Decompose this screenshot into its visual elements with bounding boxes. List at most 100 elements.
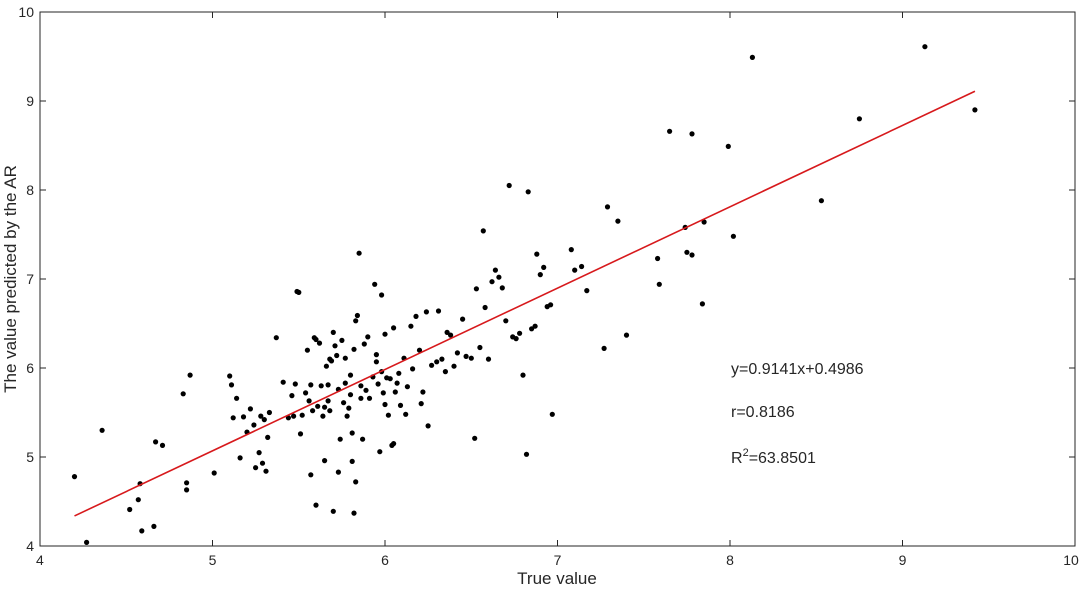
data-point bbox=[99, 427, 105, 433]
y-tick-label: 8 bbox=[26, 182, 34, 198]
data-point bbox=[258, 413, 264, 419]
data-point bbox=[404, 384, 410, 390]
data-point bbox=[256, 450, 262, 456]
data-point bbox=[387, 376, 393, 382]
r-squared: R2=63.8501 bbox=[731, 447, 816, 467]
data-point bbox=[623, 332, 630, 338]
x-tick-label: 4 bbox=[36, 552, 44, 568]
data-point bbox=[701, 219, 707, 225]
data-point bbox=[418, 401, 424, 407]
data-point bbox=[584, 288, 590, 294]
data-point bbox=[856, 116, 863, 122]
data-point bbox=[444, 329, 450, 335]
y-tick-label: 5 bbox=[26, 449, 34, 465]
data-point bbox=[330, 329, 336, 335]
data-point bbox=[503, 318, 509, 324]
data-point bbox=[335, 469, 341, 475]
data-point bbox=[237, 455, 243, 461]
x-tick-label: 7 bbox=[554, 552, 562, 568]
data-point bbox=[425, 423, 431, 429]
data-point bbox=[306, 398, 312, 404]
data-point bbox=[363, 387, 369, 393]
data-point bbox=[473, 286, 479, 292]
data-point bbox=[259, 460, 266, 466]
data-point bbox=[358, 383, 364, 389]
data-point bbox=[347, 392, 354, 398]
data-point bbox=[423, 309, 429, 315]
data-point bbox=[972, 107, 978, 113]
data-point bbox=[159, 442, 166, 448]
data-point bbox=[265, 434, 271, 440]
data-point bbox=[313, 336, 319, 343]
data-point bbox=[280, 379, 286, 385]
data-point bbox=[325, 382, 331, 388]
data-point bbox=[420, 389, 426, 395]
data-point bbox=[71, 474, 78, 480]
data-point bbox=[496, 274, 502, 280]
data-point bbox=[315, 403, 321, 409]
data-point bbox=[439, 356, 445, 362]
data-point bbox=[304, 347, 310, 353]
data-point bbox=[396, 370, 402, 376]
data-point bbox=[347, 372, 354, 378]
data-point bbox=[327, 408, 333, 414]
data-point bbox=[460, 316, 466, 322]
data-point bbox=[297, 431, 304, 437]
data-point bbox=[667, 128, 673, 134]
data-point bbox=[127, 506, 133, 513]
data-point bbox=[489, 279, 495, 285]
data-point bbox=[394, 380, 400, 386]
data-point bbox=[656, 281, 662, 287]
data-point bbox=[568, 247, 574, 253]
correlation-coefficient: r=0.8186 bbox=[731, 404, 795, 421]
data-point bbox=[153, 439, 159, 445]
data-point bbox=[261, 417, 267, 423]
data-point bbox=[247, 406, 253, 412]
data-point bbox=[413, 313, 419, 319]
data-points bbox=[71, 44, 978, 546]
data-point bbox=[601, 345, 607, 351]
data-point bbox=[541, 264, 547, 270]
data-point bbox=[310, 408, 316, 414]
data-point bbox=[318, 383, 324, 389]
data-point bbox=[689, 252, 695, 258]
x-tick-label: 9 bbox=[899, 552, 907, 568]
data-point bbox=[655, 255, 661, 262]
data-point bbox=[517, 330, 523, 336]
data-point bbox=[499, 285, 505, 291]
data-point bbox=[725, 143, 731, 149]
data-point bbox=[351, 346, 357, 352]
data-point bbox=[353, 479, 359, 485]
data-point bbox=[730, 233, 737, 239]
y-tick-label: 4 bbox=[26, 538, 34, 554]
data-point bbox=[506, 182, 512, 189]
data-point bbox=[382, 401, 388, 408]
data-point bbox=[322, 404, 328, 410]
r-squared-superscript: 2 bbox=[743, 447, 749, 459]
data-point bbox=[187, 372, 193, 378]
data-point bbox=[365, 334, 371, 340]
data-point bbox=[684, 249, 690, 255]
data-point bbox=[339, 337, 345, 343]
x-tick-label: 8 bbox=[726, 552, 734, 568]
data-point bbox=[375, 381, 381, 387]
data-point bbox=[299, 412, 305, 418]
data-point bbox=[513, 336, 519, 342]
r-squared-value: =63.8501 bbox=[749, 450, 816, 467]
data-point bbox=[322, 458, 328, 464]
data-point bbox=[354, 312, 360, 319]
data-point bbox=[291, 413, 297, 419]
data-point bbox=[184, 480, 190, 486]
data-point bbox=[332, 343, 338, 349]
data-point bbox=[151, 523, 157, 530]
data-point bbox=[351, 510, 357, 516]
data-point bbox=[292, 381, 298, 387]
data-point bbox=[373, 352, 379, 358]
data-point bbox=[273, 335, 279, 341]
data-point bbox=[385, 412, 391, 418]
data-point bbox=[408, 323, 414, 329]
data-point bbox=[534, 251, 540, 257]
data-point bbox=[360, 436, 366, 442]
data-point bbox=[482, 304, 488, 311]
data-point bbox=[251, 422, 257, 428]
